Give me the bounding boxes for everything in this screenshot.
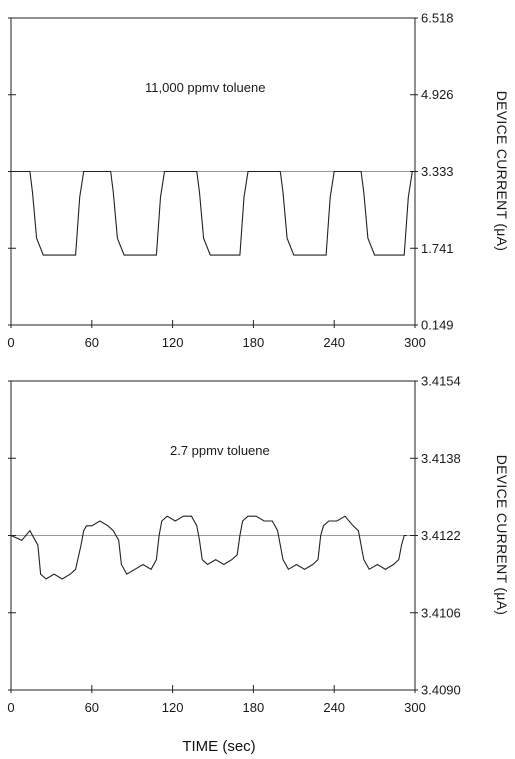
- x-tick-label: 300: [404, 700, 426, 715]
- y-tick-label: 3.4090: [421, 683, 461, 698]
- x-axis-label: TIME (sec): [182, 738, 255, 755]
- x-tick-label: 240: [323, 700, 345, 715]
- bottom-y-axis-label: DEVICE CURRENT (μA): [494, 455, 510, 616]
- x-tick-label: 0: [7, 335, 14, 350]
- bottom-annotation: 2.7 ppmv toluene: [170, 443, 270, 458]
- x-tick-label: 180: [243, 335, 265, 350]
- x-tick-label: 60: [85, 700, 99, 715]
- x-tick-label: 0: [7, 700, 14, 715]
- top-x-ticks: 0 60 120 180 240 300: [7, 320, 426, 350]
- y-tick-label: 1.741: [421, 241, 454, 256]
- top-series-line: [11, 170, 415, 256]
- bottom-panel: 0 60 120 180 240 300 3.4154 3.4138 3.4122 3.4106…: [7, 374, 510, 756]
- y-tick-label: 3.4106: [421, 605, 461, 620]
- bottom-y-ticks: 3.4154 3.4138 3.4122 3.4106 3.4090: [8, 374, 461, 698]
- y-tick-label: 3.4154: [421, 374, 461, 389]
- x-tick-label: 300: [404, 335, 426, 350]
- x-tick-label: 240: [323, 335, 345, 350]
- y-tick-label: 6.518: [421, 11, 454, 26]
- top-y-ticks: 6.518 4.926 3.333 1.741 0.149: [8, 11, 454, 333]
- y-tick-label: 3.333: [421, 164, 454, 179]
- x-tick-label: 180: [243, 700, 265, 715]
- bottom-x-ticks: 0 60 120 180 240 300: [7, 685, 426, 715]
- y-tick-label: 3.4138: [421, 451, 461, 466]
- top-annotation: 11,000 ppmv toluene: [145, 80, 265, 95]
- x-tick-label: 60: [85, 335, 99, 350]
- y-tick-label: 3.4122: [421, 528, 461, 543]
- top-y-axis-label: DEVICE CURRENT (μA): [494, 91, 510, 252]
- top-panel: 0 60 120 180 240 300 6.518 4.926 3.333 1.741 0.14…: [7, 11, 510, 351]
- bottom-series-line: [10, 515, 407, 580]
- y-tick-label: 4.926: [421, 87, 454, 102]
- x-tick-label: 120: [162, 335, 184, 350]
- x-tick-label: 120: [162, 700, 184, 715]
- y-tick-label: 0.149: [421, 318, 454, 333]
